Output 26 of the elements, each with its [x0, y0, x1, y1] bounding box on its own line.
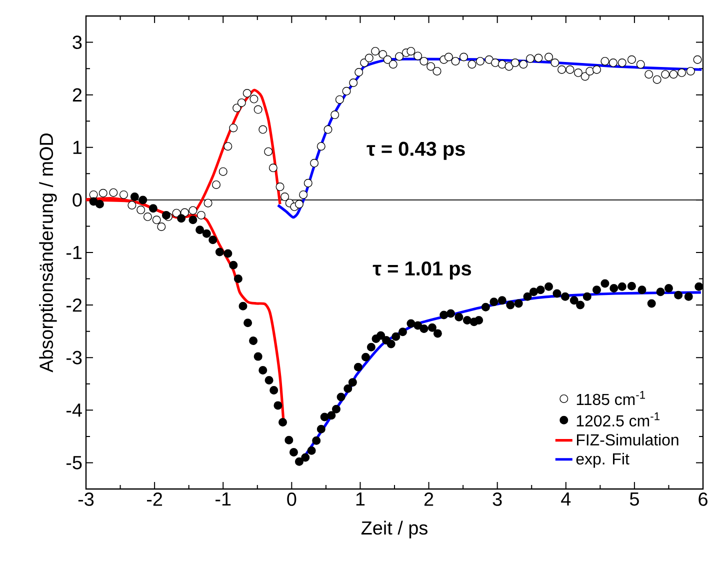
x-tick-label: -1 [216, 492, 231, 506]
x-tick-label: 4 [561, 492, 571, 506]
y-tick-label: -1 [66, 246, 82, 260]
legend-label: 1202.5 cm$^{-1}$ [576, 412, 660, 426]
legend-label: exp. Fit [576, 452, 630, 468]
x-tick-label: 5 [630, 492, 639, 506]
y-tick-label: -4 [66, 404, 82, 417]
y-tick-label: 2 [72, 88, 82, 102]
x-tick-label: 6 [698, 492, 708, 506]
annotation: τ = 1.01 ps [372, 261, 472, 280]
y-tick-label: 0 [72, 193, 82, 207]
y-tick-label: -2 [66, 298, 82, 312]
y-axis-title: Absorptionsänderung / mOD [39, 134, 57, 372]
y-tick-label: -3 [66, 350, 82, 364]
y-tick-label: 1 [73, 140, 82, 154]
annotation: τ = 0.43 ps [366, 142, 465, 160]
y-tick-label: 3 [72, 36, 82, 49]
y-tick-label: -5 [66, 456, 82, 470]
x-axis-title: Zeit / ps [361, 520, 428, 538]
x-tick-label: 0 [287, 492, 296, 506]
x-tick-label: 2 [424, 492, 434, 506]
x-tick-label: -2 [146, 492, 162, 506]
legend-label: 1185 cm$^{-1}$ [576, 391, 646, 406]
x-tick-label: 3 [492, 492, 502, 506]
x-tick-label: 1 [356, 492, 365, 506]
legend-label: FIZ-Simulation [576, 434, 678, 446]
